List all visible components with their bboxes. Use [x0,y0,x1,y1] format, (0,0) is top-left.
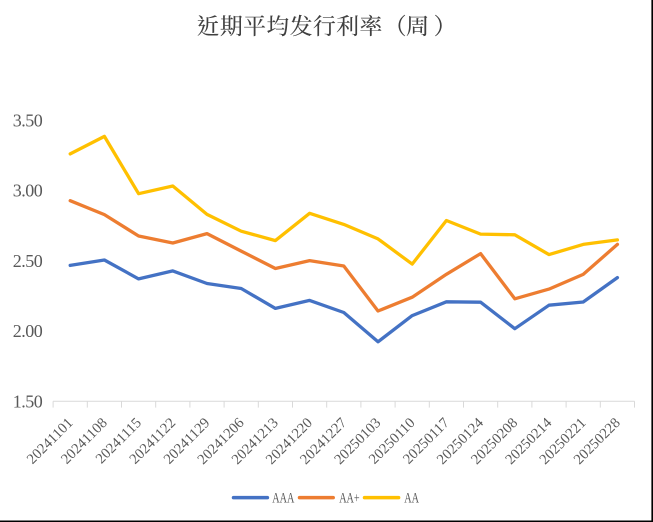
svg-text:AA: AA [404,490,419,506]
svg-text:1.50: 1.50 [13,391,43,411]
svg-text:3.50: 3.50 [13,110,43,130]
svg-text:AAA: AAA [272,490,295,506]
svg-text:2.00: 2.00 [13,321,43,341]
svg-text:AA+: AA+ [339,490,359,506]
svg-text:2.50: 2.50 [13,251,43,271]
svg-text:3.00: 3.00 [13,181,43,201]
